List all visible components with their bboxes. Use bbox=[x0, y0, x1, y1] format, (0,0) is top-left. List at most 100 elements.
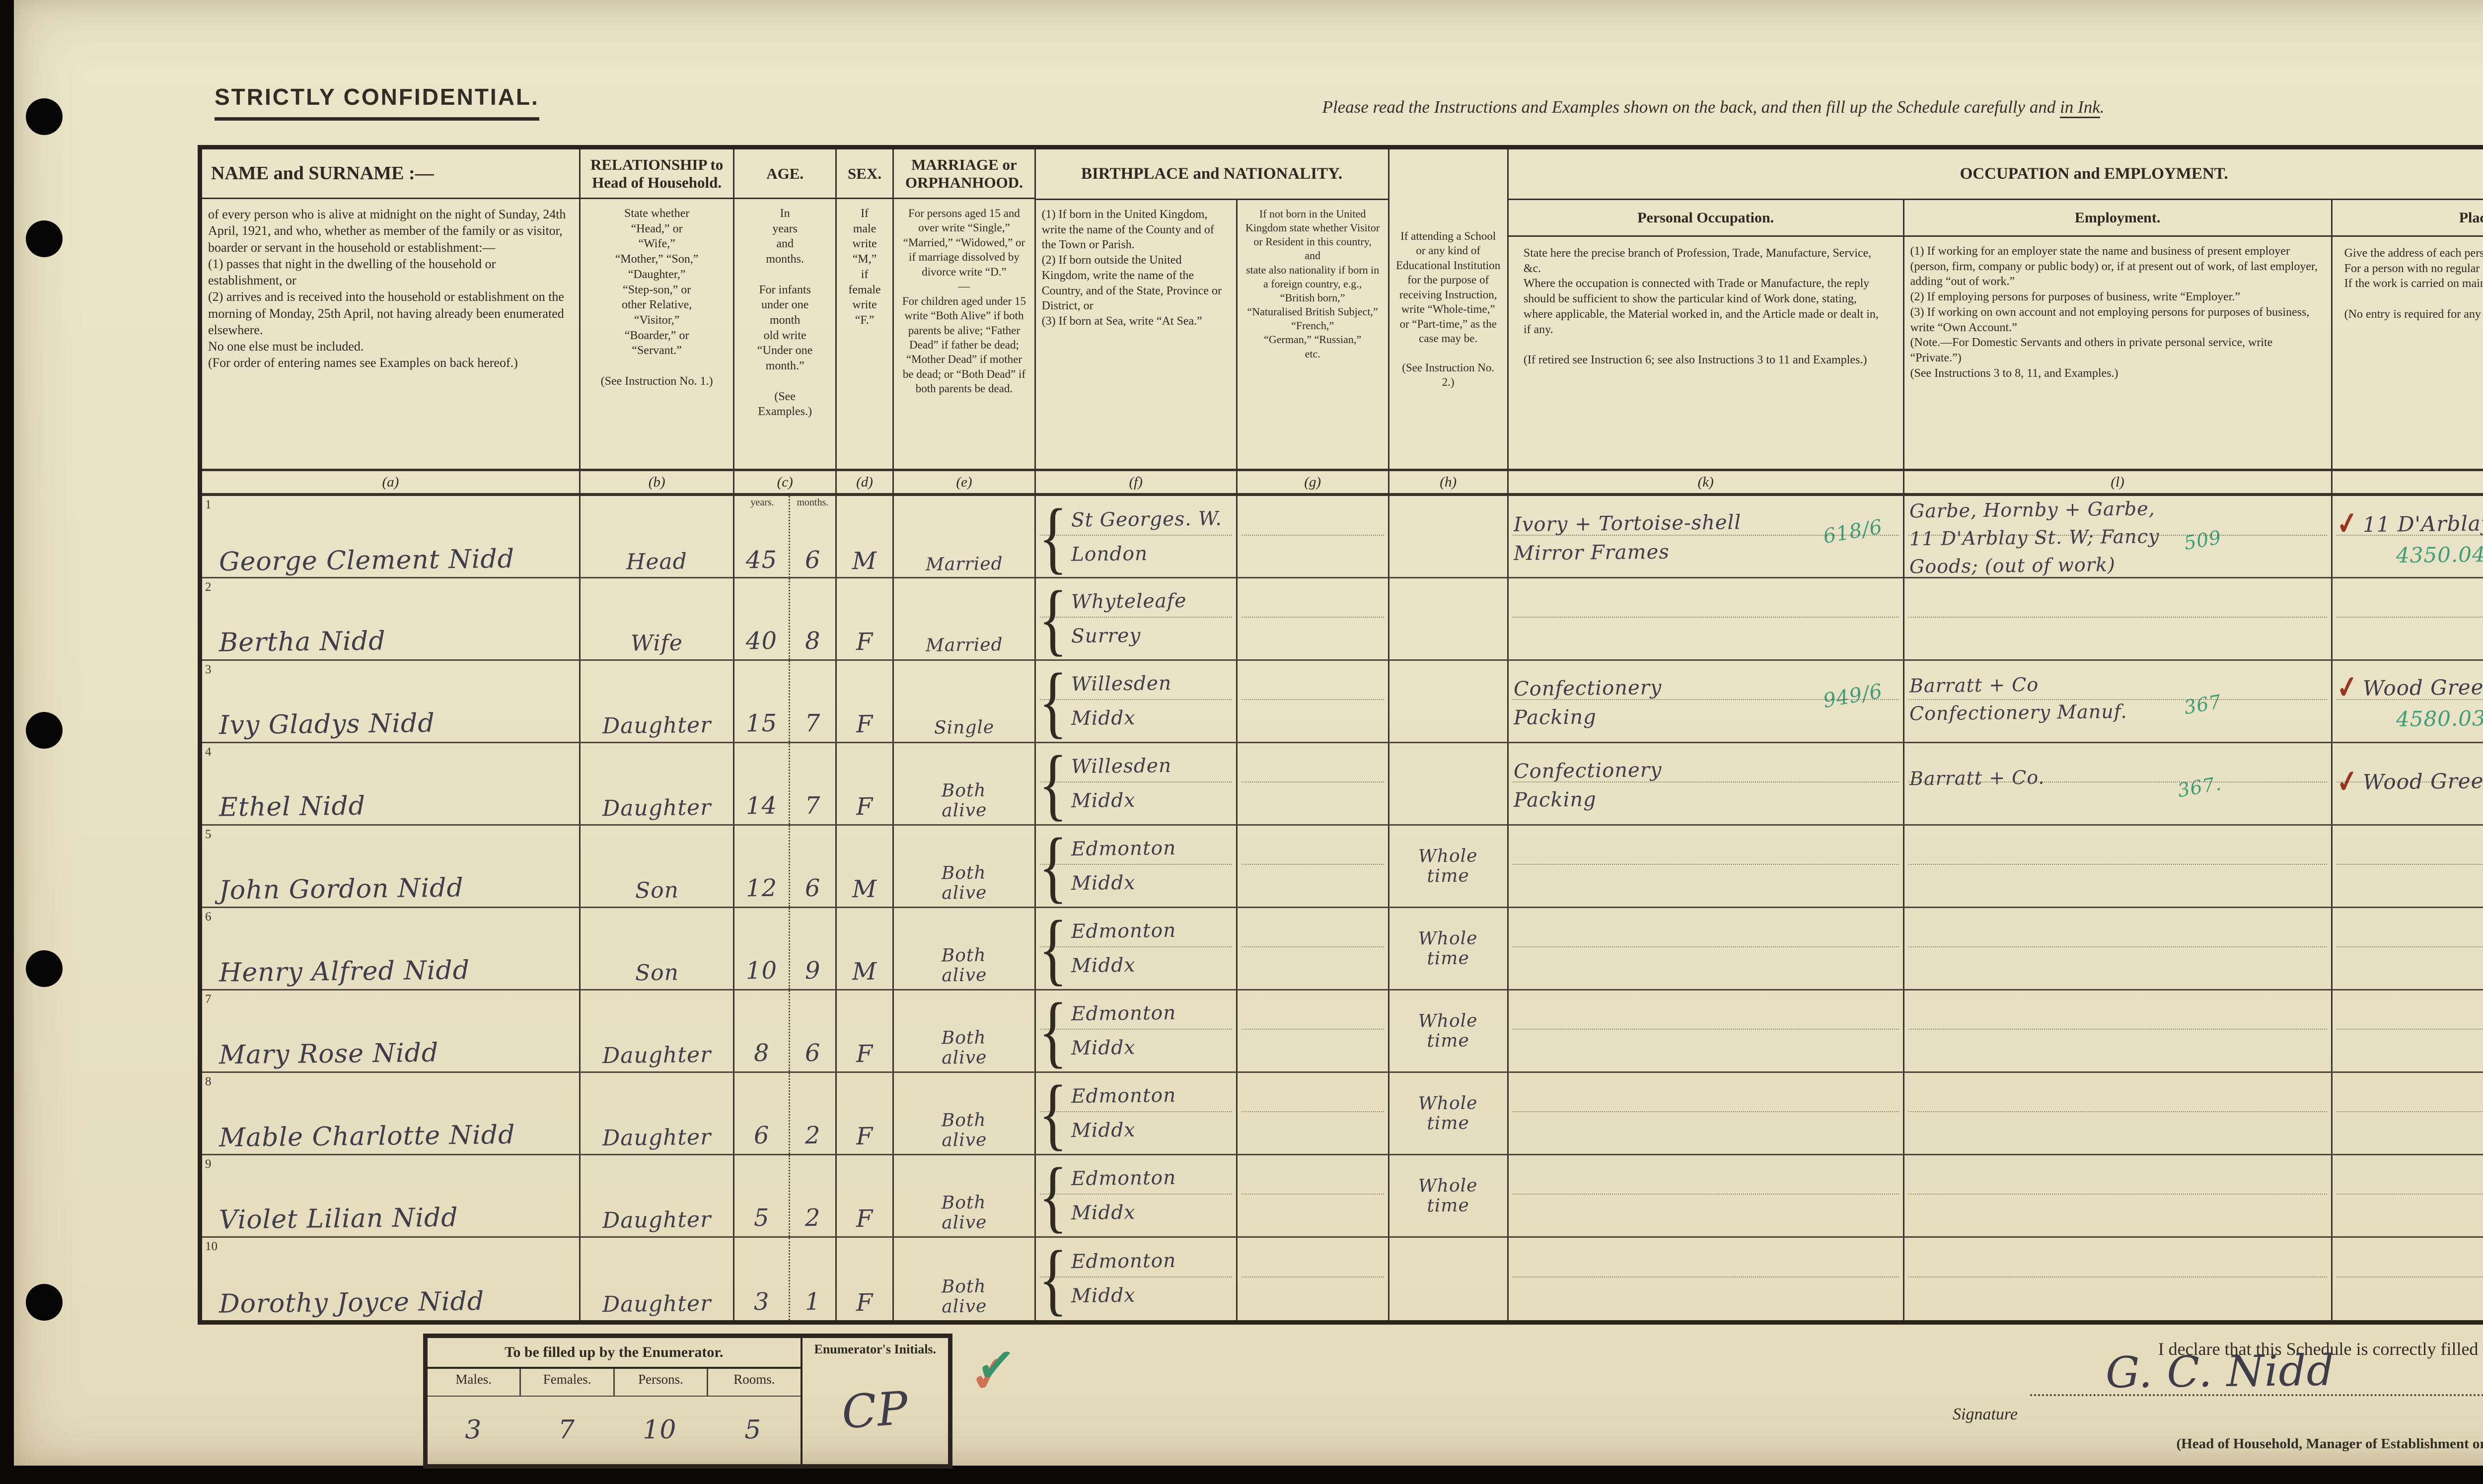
person-name: George Clement Nidd bbox=[219, 544, 515, 577]
occupation-cell bbox=[1509, 1238, 1904, 1320]
place-green-code bbox=[2396, 882, 2483, 885]
age-months: 6 bbox=[804, 874, 821, 903]
persons-label: Persons. bbox=[615, 1369, 709, 1397]
name-cell: 1 George Clement Nidd bbox=[202, 496, 581, 578]
person-name: Ivy Gladys Nidd bbox=[219, 708, 435, 741]
birthplace-cell: { Whyteleafe Surrey bbox=[1036, 578, 1238, 659]
name-cell: 8 Mable Charlotte Nidd bbox=[202, 1073, 581, 1154]
person-name: Mary Rose Nidd bbox=[219, 1038, 439, 1070]
relationship-cell: Son bbox=[581, 826, 735, 907]
header-education: If attending a School or any kind of Edu… bbox=[1389, 149, 1509, 469]
nationality-cell bbox=[1238, 1238, 1389, 1320]
enumerator-box-title: To be filled up by the Enumerator. bbox=[428, 1338, 801, 1369]
place-of-work-cell: ✓ Wood Green. N 4580.03 bbox=[2333, 661, 2483, 742]
birthplace-line1: Edmonton bbox=[1071, 837, 1176, 860]
employment-line3 bbox=[1909, 1201, 2326, 1205]
sex-cell: F bbox=[837, 661, 894, 742]
punch-hole bbox=[26, 98, 63, 135]
education-cell bbox=[1389, 1238, 1509, 1320]
sex-value: F bbox=[856, 1205, 874, 1233]
paper-sheet bbox=[14, 0, 2483, 1466]
place-green-code bbox=[2396, 1129, 2483, 1132]
females-value: 7 bbox=[558, 1415, 576, 1445]
header-age-desc: In years and months. For infants under o… bbox=[757, 207, 813, 419]
relationship-value: Daughter bbox=[602, 1124, 712, 1151]
education-value: Whole time bbox=[1418, 846, 1478, 886]
age-cell: years.months. 3 1 bbox=[734, 1238, 837, 1320]
employment-cell bbox=[1904, 1073, 2333, 1154]
marriage-value: Single bbox=[934, 717, 995, 739]
birthplace-line1: Willesden bbox=[1071, 754, 1172, 778]
occupation-line2 bbox=[1514, 867, 1898, 871]
birthplace-line2: Middx bbox=[1071, 789, 1136, 812]
employment-line2 bbox=[1909, 1029, 2326, 1033]
table-row: 7 Mary Rose Nidd Daughter years.months. … bbox=[202, 990, 2483, 1073]
header-sex: SEX. If male write “M,” if female write … bbox=[836, 149, 894, 469]
brace-glyph: { bbox=[1038, 1068, 1068, 1158]
birthplace-line2: Middx bbox=[1071, 1284, 1136, 1308]
header-marriage: MARRIAGE or ORPHANHOOD. For persons aged… bbox=[894, 149, 1036, 469]
enumerator-initials-label: Enumerator's Initials. bbox=[814, 1342, 937, 1356]
brace-glyph: { bbox=[1038, 574, 1068, 663]
brace-glyph: { bbox=[1038, 986, 1068, 1075]
sex-cell: F bbox=[837, 743, 894, 824]
brace-glyph: { bbox=[1038, 739, 1068, 828]
persons-value: 10 bbox=[643, 1415, 677, 1445]
females-label: Females. bbox=[521, 1369, 615, 1397]
relationship-value: Daughter bbox=[602, 794, 712, 821]
header-birthplace: (1) If born in the United Kingdom, write… bbox=[1036, 200, 1238, 469]
enumerator-initials-value: CP bbox=[840, 1381, 910, 1439]
column-letter: (c) bbox=[734, 471, 837, 493]
census-table: NAME and SURNAME :— of every person who … bbox=[198, 145, 2483, 1325]
birthplace-line1: Edmonton bbox=[1071, 1084, 1176, 1108]
occupation-line2: Packing bbox=[1513, 787, 1597, 812]
birthplace-line2: London bbox=[1071, 542, 1148, 566]
employment-line2 bbox=[1909, 1277, 2326, 1281]
education-cell: Whole time bbox=[1389, 990, 1509, 1071]
employment-line2 bbox=[1909, 1111, 2326, 1116]
row-number: 9 bbox=[205, 1157, 212, 1171]
sex-value: M bbox=[852, 547, 877, 575]
brace-glyph: { bbox=[1038, 492, 1068, 581]
punch-hole bbox=[26, 950, 63, 987]
age-months: 8 bbox=[804, 627, 821, 655]
age-months: 7 bbox=[804, 792, 821, 820]
header-personal-occupation-desc: State here the precise branch of Profess… bbox=[1523, 247, 1879, 367]
person-name: Bertha Nidd bbox=[219, 626, 386, 658]
age-years: 3 bbox=[734, 1238, 790, 1320]
table-row: 10 Dorothy Joyce Nidd Daughter years.mon… bbox=[202, 1238, 2483, 1320]
relationship-cell: Daughter bbox=[581, 1238, 735, 1320]
males-value: 3 bbox=[464, 1415, 482, 1445]
column-letter: (f) bbox=[1036, 471, 1238, 493]
sex-value: F bbox=[856, 1289, 874, 1317]
header-nationality-desc: If not born in the United Kingdom state … bbox=[1245, 208, 1380, 360]
rooms-value: 5 bbox=[744, 1415, 762, 1445]
row-number: 5 bbox=[205, 828, 212, 841]
red-check-icon: ✓ bbox=[2335, 764, 2360, 800]
age-years: 12 bbox=[734, 826, 790, 907]
punch-hole bbox=[26, 220, 63, 257]
birthplace-cell: { Edmonton Middx bbox=[1036, 1238, 1238, 1320]
instruction-in-ink: in Ink bbox=[2060, 97, 2100, 118]
place-of-work-value: 11 D'Arblay St. W bbox=[2362, 510, 2483, 537]
occupation-cell: Confectionery Packing 949/6 bbox=[1509, 661, 1904, 742]
marriage-value: Both alive bbox=[941, 1110, 987, 1150]
person-name: Henry Alfred Nidd bbox=[219, 955, 470, 988]
birthplace-cell: { Willesden Middx bbox=[1036, 661, 1238, 742]
place-of-work-value: Wood Green N bbox=[2362, 769, 2483, 795]
header-personal-occupation: Personal Occupation. State here the prec… bbox=[1508, 200, 1904, 469]
header-marriage-desc: For persons aged 15 and over write “Sing… bbox=[902, 207, 1026, 395]
occupation-cell bbox=[1509, 578, 1904, 659]
age-cell: years.months. 5 2 bbox=[734, 1155, 837, 1236]
place-of-work-cell: ✓ 11 D'Arblay St. W 4350.04 bbox=[2333, 496, 2483, 578]
row-number: 7 bbox=[205, 992, 212, 1006]
nationality-cell bbox=[1238, 1155, 1389, 1236]
employment-line3 bbox=[1909, 1036, 2326, 1040]
occupation-line2 bbox=[1514, 950, 1898, 954]
nationality-cell bbox=[1238, 908, 1389, 989]
header-age: AGE. In years and months. For infants un… bbox=[734, 149, 837, 469]
red-check-icon: ✓ bbox=[2335, 505, 2360, 542]
employment-line1 bbox=[1909, 1022, 2326, 1026]
name-cell: 4 Ethel Nidd bbox=[202, 743, 581, 824]
occupation-line1 bbox=[1514, 1190, 1898, 1194]
